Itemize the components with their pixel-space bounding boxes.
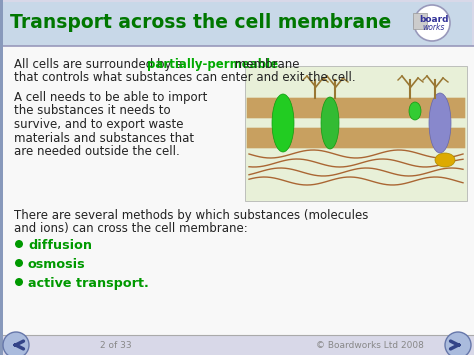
FancyBboxPatch shape [246, 98, 465, 118]
Text: survive, and to export waste: survive, and to export waste [14, 118, 183, 131]
Text: 2 of 33: 2 of 33 [100, 340, 132, 350]
Text: osmosis: osmosis [28, 258, 86, 271]
Circle shape [414, 5, 450, 41]
Text: works: works [423, 23, 445, 33]
FancyBboxPatch shape [245, 66, 467, 201]
Text: A cell needs to be able to import: A cell needs to be able to import [14, 91, 207, 104]
Text: active transport.: active transport. [28, 277, 149, 290]
Circle shape [15, 259, 23, 267]
Circle shape [15, 278, 23, 286]
Text: Transport across the cell membrane: Transport across the cell membrane [10, 13, 391, 33]
Text: board: board [419, 15, 449, 23]
Text: All cells are surrounded by a: All cells are surrounded by a [14, 58, 186, 71]
FancyBboxPatch shape [0, 0, 3, 355]
Ellipse shape [435, 153, 455, 167]
FancyBboxPatch shape [3, 335, 474, 355]
Text: diffusion: diffusion [28, 239, 92, 252]
Circle shape [445, 332, 471, 355]
Text: materials and substances that: materials and substances that [14, 131, 194, 144]
Ellipse shape [409, 102, 421, 120]
FancyBboxPatch shape [413, 13, 427, 29]
Text: and ions) can cross the cell membrane:: and ions) can cross the cell membrane: [14, 222, 248, 235]
Text: the substances it needs to: the substances it needs to [14, 104, 171, 118]
FancyBboxPatch shape [2, 2, 472, 46]
Circle shape [3, 332, 29, 355]
Text: membrane: membrane [230, 58, 299, 71]
Text: partially-permeable: partially-permeable [146, 58, 278, 71]
FancyBboxPatch shape [3, 46, 474, 337]
Ellipse shape [321, 97, 339, 149]
Text: © Boardworks Ltd 2008: © Boardworks Ltd 2008 [316, 340, 424, 350]
FancyBboxPatch shape [246, 128, 465, 148]
Text: that controls what substances can enter and exit the cell.: that controls what substances can enter … [14, 71, 356, 84]
Text: There are several methods by which substances (molecules: There are several methods by which subst… [14, 209, 368, 222]
Circle shape [15, 240, 23, 248]
Ellipse shape [272, 94, 294, 152]
Ellipse shape [429, 93, 451, 153]
Text: are needed outside the cell.: are needed outside the cell. [14, 145, 180, 158]
